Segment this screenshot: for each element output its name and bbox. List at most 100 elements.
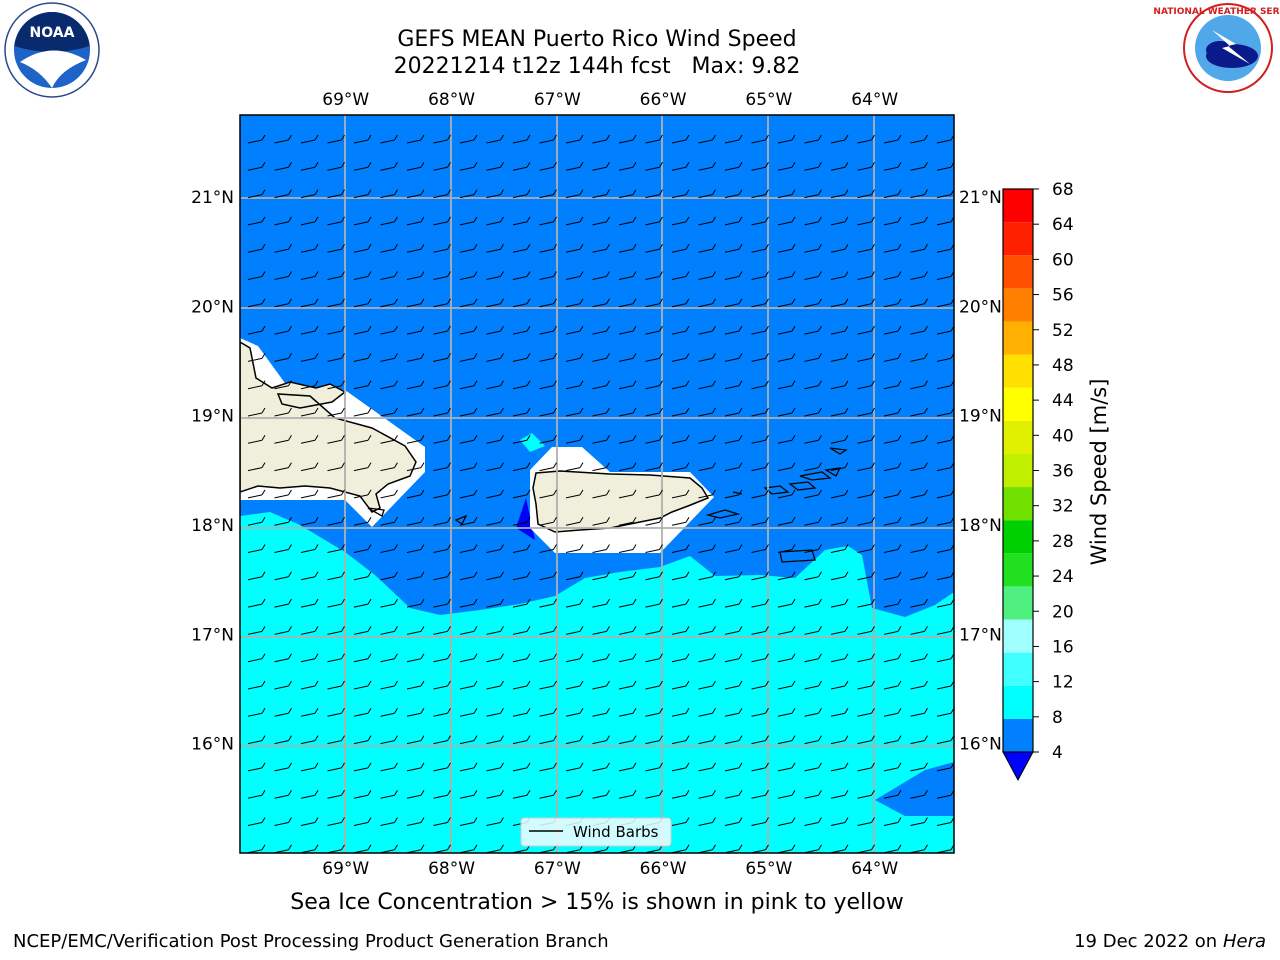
wind-barb — [618, 407, 637, 417]
wind-barb — [698, 762, 716, 772]
wind-barb — [777, 325, 796, 335]
wind-barb — [645, 789, 663, 799]
wind-barb — [804, 653, 822, 663]
wind-barb — [857, 626, 875, 635]
wind-barb — [671, 680, 690, 690]
wind-barb — [433, 243, 451, 253]
wind-barb — [247, 134, 266, 144]
wind-barb — [592, 626, 610, 635]
wind-barb — [724, 407, 743, 417]
footer-branch: NCEP/EMC/Verification Post Processing Pr… — [13, 931, 609, 952]
wind-barb — [724, 598, 743, 608]
wind-barb — [645, 189, 663, 199]
wind-barb — [830, 489, 849, 499]
wind-barb — [300, 162, 319, 171]
wind-barb — [300, 708, 319, 717]
wind-barb — [777, 489, 796, 499]
wind-barb — [645, 735, 663, 745]
wind-barb — [804, 325, 822, 335]
wind-barb — [592, 134, 610, 144]
chart-subtitle-line: 20221214 t12z 144h fcst Max: 9.82 — [393, 54, 801, 79]
colorbar-tick-label: 40 — [1052, 426, 1074, 446]
wind-barb — [300, 817, 319, 826]
wind-barb — [565, 380, 584, 390]
wind-barb — [512, 762, 531, 772]
wind-barb — [645, 571, 663, 581]
wind-barb — [274, 762, 292, 772]
wind-barb — [618, 380, 637, 390]
wind-barb — [433, 407, 451, 417]
wind-barb — [274, 516, 292, 526]
wind-barb — [910, 189, 928, 199]
wind-barb — [698, 735, 716, 745]
colorbar-tick-label: 28 — [1052, 532, 1074, 552]
wind-barb — [883, 407, 902, 417]
wind-barb — [804, 571, 822, 581]
wind-barb — [777, 462, 796, 472]
wind-fill-8-12 — [240, 512, 954, 853]
wind-barb — [274, 134, 292, 144]
wind-barb — [777, 762, 796, 772]
wind-barb — [565, 189, 584, 199]
wind-barb — [539, 598, 557, 608]
wind-barb — [327, 544, 345, 553]
wind-barb — [910, 216, 928, 226]
wind-barb — [804, 735, 822, 745]
wind-barb — [751, 817, 769, 826]
wind-barb — [565, 489, 584, 499]
wind-barb — [910, 680, 928, 690]
wind-barb — [698, 598, 716, 608]
wind-barb — [857, 189, 875, 199]
lat-label-left: 16°N — [191, 735, 234, 755]
wind-barb — [698, 516, 716, 526]
wind-barb — [724, 516, 743, 526]
wind-barb — [459, 134, 478, 144]
wind-barb — [804, 407, 822, 417]
lat-label-left: 19°N — [191, 407, 234, 427]
wind-barb — [724, 489, 743, 499]
wind-barb — [910, 516, 928, 526]
wind-barb — [830, 789, 849, 799]
wind-barb — [883, 298, 902, 308]
wind-barb — [565, 353, 584, 362]
wind-barb — [274, 735, 292, 745]
wind-barb — [247, 708, 266, 717]
wind-barb — [300, 325, 319, 335]
wind-barb — [353, 626, 372, 635]
wind-barb — [327, 462, 345, 472]
wind-barb — [830, 380, 849, 390]
wind-barb — [724, 626, 743, 635]
wind-barb — [777, 626, 796, 635]
wind-barb — [486, 353, 504, 362]
wind-barb — [433, 708, 451, 717]
wind-barb — [486, 271, 504, 280]
wind-barb — [247, 407, 266, 417]
wind-barb — [857, 407, 875, 417]
graticule — [240, 115, 954, 853]
wind-barb — [300, 626, 319, 635]
wind-barb — [883, 162, 902, 171]
wind-barb — [671, 817, 690, 826]
wind-barb — [486, 598, 504, 608]
wind-barb — [804, 817, 822, 826]
wind-barb — [910, 243, 928, 253]
wind-barb — [433, 216, 451, 226]
wind-barb — [380, 134, 398, 144]
wind-barb — [857, 243, 875, 253]
wind-barb — [380, 380, 398, 390]
colorbar-segment — [1003, 189, 1033, 223]
lon-label-bottom: 69°W — [322, 859, 369, 879]
wind-barb — [380, 298, 398, 308]
wind-barb — [883, 243, 902, 253]
wind-barb — [433, 353, 451, 362]
colorbar-label: Wind Speed [m/s] — [1087, 379, 1111, 566]
wind-barb — [327, 243, 345, 253]
wind-barb — [539, 271, 557, 280]
wind-barb — [353, 735, 372, 745]
lat-label-right: 17°N — [959, 625, 1002, 645]
wind-barb — [724, 189, 743, 199]
wind-barb — [724, 216, 743, 226]
wind-barb — [724, 653, 743, 663]
wind-barb — [565, 462, 584, 472]
wind-barb — [459, 598, 478, 608]
